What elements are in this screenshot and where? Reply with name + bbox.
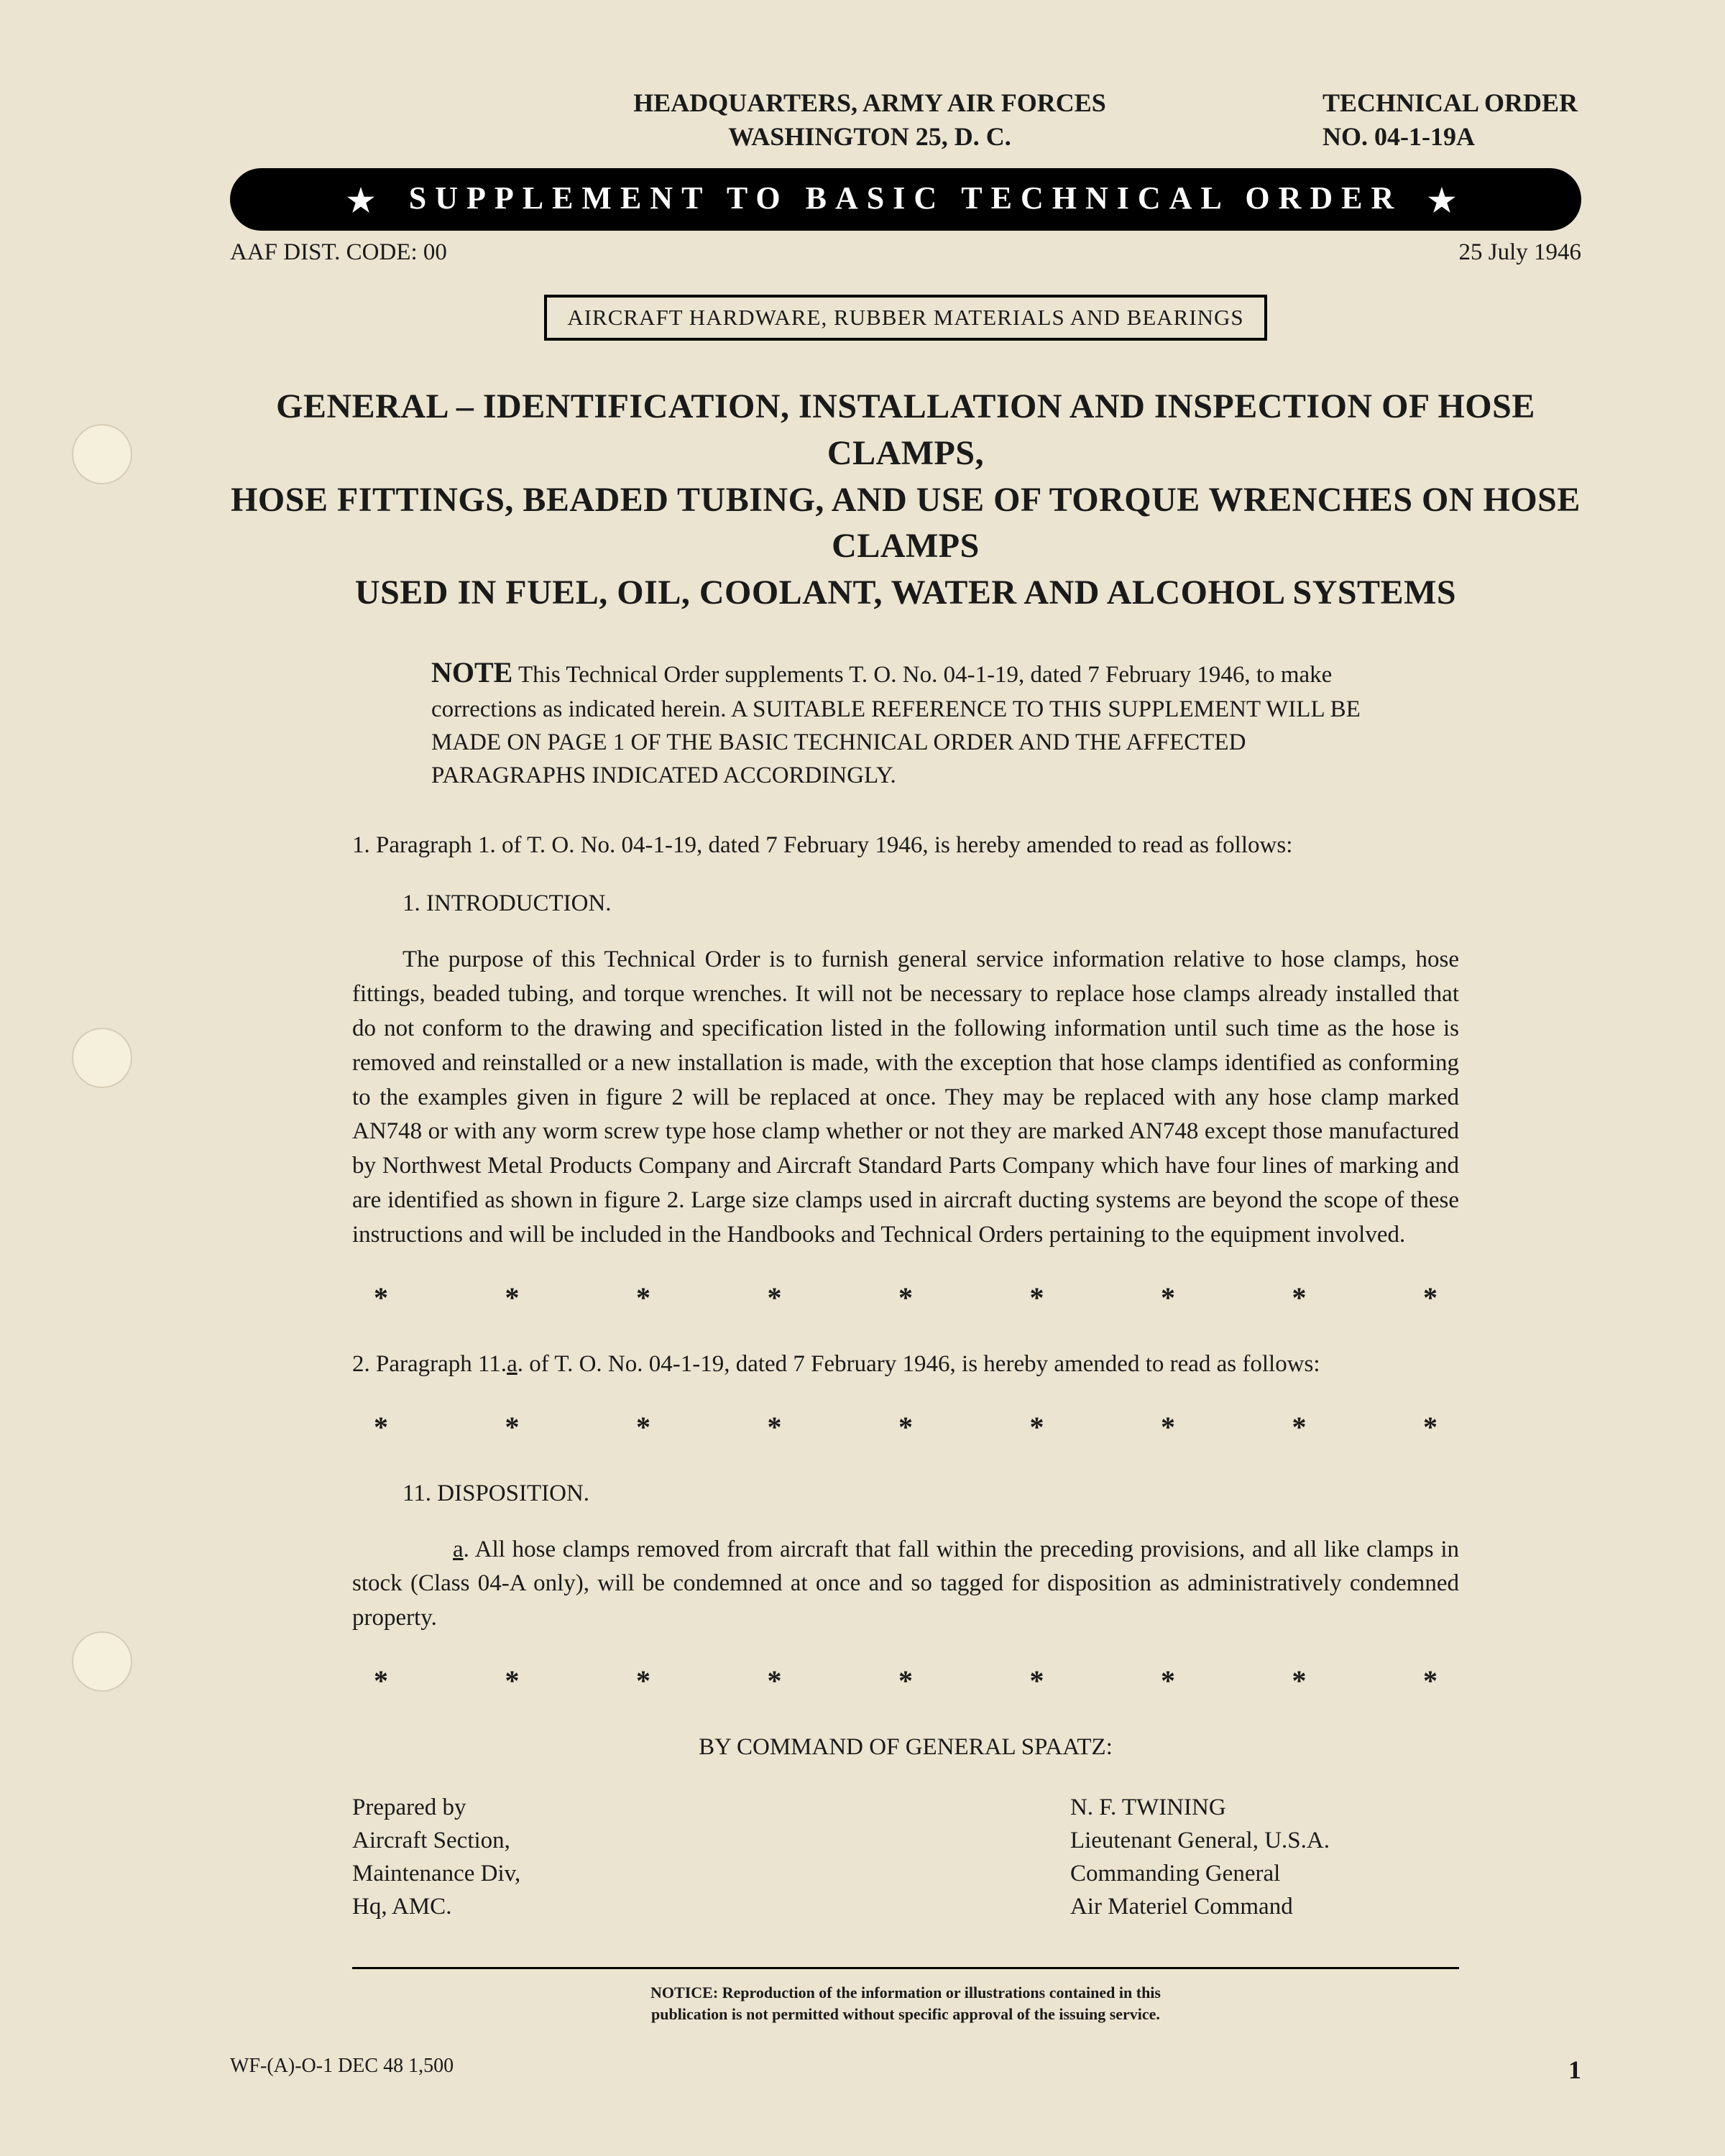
sec11-text: . All hose clamps removed from aircraft … [352,1537,1459,1631]
title-line1: GENERAL – IDENTIFICATION, INSTALLATION A… [230,384,1581,477]
notice-l1: NOTICE: Reproduction of the information … [546,1982,1265,2004]
asterisk: * [768,1660,782,1702]
org-line2: WASHINGTON 25, D. C. [417,120,1322,154]
amend-2a: 2. Paragraph 11. [352,1351,507,1377]
sig-left-3: Maintenance Div, [352,1857,520,1890]
note-block: NOTE This Technical Order supplements T.… [431,653,1380,793]
asterisk: * [1292,1277,1307,1319]
asterisk: * [374,1660,388,1702]
asterisk: * [898,1277,913,1319]
separator-row: * * * * * * * * * [352,1660,1459,1702]
sub-a: a [453,1537,464,1562]
note-body: This Technical Order supplements T. O. N… [431,662,1361,788]
note-label: NOTE [431,656,512,688]
separator-row: * * * * * * * * * [352,1406,1459,1448]
asterisk: * [1030,1277,1044,1319]
sig-left-1: Prepared by [352,1791,520,1824]
asterisk: * [636,1660,650,1702]
asterisk: * [1161,1406,1175,1448]
asterisk: * [1161,1277,1175,1319]
sig-right-4: Air Materiel Command [1070,1890,1330,1923]
to-number: NO. 04-1-19A [1322,120,1581,154]
section-11-head: 11. DISPOSITION. [402,1477,1459,1511]
asterisk: * [1423,1406,1438,1448]
supplement-banner: ★ SUPPLEMENT TO BASIC TECHNICAL ORDER ★ [230,168,1581,231]
punch-hole [72,424,132,484]
section-11-body: a. All hose clamps removed from aircraft… [352,1533,1459,1636]
asterisk: * [1292,1660,1307,1702]
body: 1. Paragraph 1. of T. O. No. 04-1-19, da… [352,829,1459,2027]
asterisk: * [1030,1660,1044,1702]
section-1-body: The purpose of this Technical Order is t… [352,943,1459,1253]
dist-code: AAF DIST. CODE: 00 [230,239,447,266]
sig-left-2: Aircraft Section, [352,1824,520,1857]
asterisk: * [374,1277,388,1319]
main-title: GENERAL – IDENTIFICATION, INSTALLATION A… [230,384,1581,617]
asterisk: * [898,1406,913,1448]
reproduction-notice: NOTICE: Reproduction of the information … [546,1982,1265,2027]
asterisk: * [636,1277,650,1319]
footer-rule [352,1967,1459,1969]
org-line1: HEADQUARTERS, ARMY AIR FORCES [417,86,1322,120]
asterisk: * [1423,1277,1438,1319]
asterisk: * [505,1406,520,1448]
commanding-officer: N. F. TWINING Lieutenant General, U.S.A.… [1070,1791,1330,1924]
sig-left-4: Hq, AMC. [352,1890,520,1923]
title-line2: HOSE FITTINGS, BEADED TUBING, AND USE OF… [230,477,1581,571]
header-center: HEADQUARTERS, ARMY AIR FORCES WASHINGTON… [417,86,1322,154]
star-icon: ★ [1427,183,1464,219]
asterisk: * [505,1660,520,1702]
category-box: AIRCRAFT HARDWARE, RUBBER MATERIALS AND … [544,295,1266,341]
punch-hole [72,1028,132,1088]
asterisk: * [898,1660,913,1702]
amend-2b: a [507,1351,518,1377]
prepared-by: Prepared by Aircraft Section, Maintenanc… [352,1791,520,1924]
asterisk: * [768,1277,782,1319]
asterisk: * [768,1406,782,1448]
asterisk: * [505,1277,520,1319]
asterisk: * [1292,1406,1307,1448]
page-number: 1 [1568,2055,1581,2085]
doc-date: 25 July 1946 [1458,239,1581,266]
punch-hole [72,1631,132,1692]
section-1-head: 1. INTRODUCTION. [402,887,1459,921]
banner-text: SUPPLEMENT TO BASIC TECHNICAL ORDER [409,180,1403,216]
amend-intro-1: 1. Paragraph 1. of T. O. No. 04-1-19, da… [352,829,1459,863]
header-right: TECHNICAL ORDER NO. 04-1-19A [1322,86,1581,154]
page: HEADQUARTERS, ARMY AIR FORCES WASHINGTON… [0,0,1725,2156]
separator-row: * * * * * * * * * [352,1277,1459,1319]
asterisk: * [374,1406,388,1448]
print-code: WF-(A)-O-1 DEC 48 1,500 [230,2055,454,2085]
amend-intro-2: 2. Paragraph 11.a. of T. O. No. 04-1-19,… [352,1348,1459,1382]
to-label: TECHNICAL ORDER [1322,86,1581,120]
footer: WF-(A)-O-1 DEC 48 1,500 1 [230,2055,1581,2085]
asterisk: * [1161,1660,1175,1702]
sig-right-3: Commanding General [1070,1857,1330,1890]
title-line3: USED IN FUEL, OIL, COOLANT, WATER AND AL… [230,570,1581,617]
amend-2c: . of T. O. No. 04-1-19, dated 7 February… [518,1351,1320,1377]
sig-right-1: N. F. TWINING [1070,1791,1330,1824]
asterisk: * [1030,1406,1044,1448]
sig-right-2: Lieutenant General, U.S.A. [1070,1824,1330,1857]
star-icon: ★ [346,183,383,219]
asterisk: * [1423,1660,1438,1702]
sub-header: AAF DIST. CODE: 00 25 July 1946 [230,239,1581,266]
signature-block: Prepared by Aircraft Section, Maintenanc… [352,1791,1459,1924]
asterisk: * [636,1406,650,1448]
header-row: HEADQUARTERS, ARMY AIR FORCES WASHINGTON… [230,86,1581,154]
by-command: BY COMMAND OF GENERAL SPAATZ: [352,1731,1459,1765]
notice-l2: publication is not permitted without spe… [546,2004,1265,2026]
